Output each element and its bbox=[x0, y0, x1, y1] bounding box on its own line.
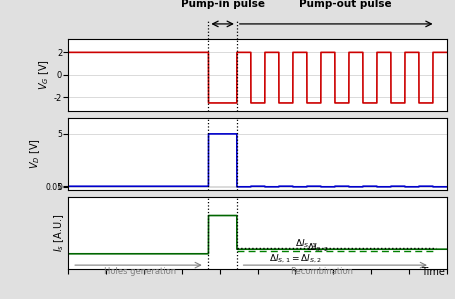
Y-axis label: $V_D$ [V]: $V_D$ [V] bbox=[29, 138, 42, 170]
Text: $\Delta I_{S,1}$: $\Delta I_{S,1}$ bbox=[295, 238, 316, 250]
Y-axis label: $I_s$ [A.U.]: $I_s$ [A.U.] bbox=[52, 214, 66, 252]
Text: Time: Time bbox=[420, 267, 444, 277]
Text: Pump-in pulse: Pump-in pulse bbox=[180, 0, 264, 9]
Text: Holes generation: Holes generation bbox=[104, 267, 176, 276]
Text: Recombination: Recombination bbox=[290, 267, 353, 276]
Text: $\Delta I_{S,1} = \Delta I_{S,2}$: $\Delta I_{S,1} = \Delta I_{S,2}$ bbox=[268, 252, 321, 265]
Text: $\Delta I_{S,2}$: $\Delta I_{S,2}$ bbox=[306, 241, 328, 254]
Y-axis label: $V_G$ [V]: $V_G$ [V] bbox=[37, 60, 51, 90]
Text: Pump-out pulse: Pump-out pulse bbox=[298, 0, 391, 9]
